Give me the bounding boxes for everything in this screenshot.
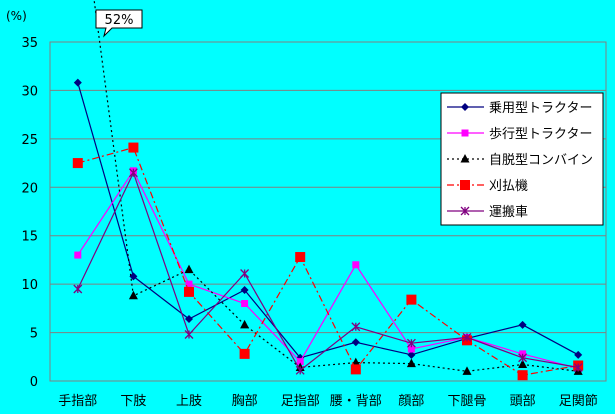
- y-axis: 0 5 10 15 20 25 30 35: [21, 36, 38, 390]
- y-tick-label: 5: [30, 327, 38, 342]
- x-tick-label: 下腿骨: [447, 394, 486, 409]
- legend-entry: 運搬車: [447, 205, 528, 220]
- y-tick-label: 35: [21, 36, 38, 51]
- data-point: [518, 359, 528, 369]
- callout-label: 52%: [105, 13, 134, 28]
- data-point: [351, 338, 360, 347]
- data-point: [517, 370, 528, 381]
- data-point: [185, 280, 193, 288]
- legend-label: 歩行型トラクター: [489, 127, 592, 142]
- series-line: [77, 171, 579, 372]
- x-tick-label: 上肢: [176, 393, 202, 409]
- data-point: [460, 206, 470, 216]
- data-point: [406, 338, 416, 348]
- data-point: [296, 358, 304, 366]
- data-point: [184, 330, 194, 339]
- data-point: [241, 300, 249, 308]
- y-tick-label: 10: [21, 278, 38, 293]
- legend-label: 刈払機: [489, 179, 528, 194]
- data-point: [461, 129, 469, 137]
- data-point: [407, 345, 415, 353]
- data-point: [128, 168, 138, 178]
- x-tick-label: 足関節: [559, 394, 598, 409]
- y-tick-label: 30: [21, 84, 38, 99]
- x-axis: 手指部 下肢 上肢 胸部 足指部 腰・背部 顔部 下腿骨 頭部 足関節: [58, 393, 597, 409]
- data-point: [240, 285, 249, 294]
- data-point: [72, 158, 83, 169]
- x-tick-label: 足指部: [281, 394, 320, 409]
- data-point: [462, 366, 472, 375]
- legend-entry: 刈払機: [447, 179, 528, 194]
- data-point: [406, 358, 416, 368]
- data-point: [407, 350, 416, 359]
- data-point: [240, 269, 250, 278]
- x-tick-label: 下肢: [120, 393, 146, 409]
- data-point: [462, 332, 472, 342]
- data-point: [518, 353, 528, 363]
- legend-entry: 乗用型トラクター: [447, 101, 592, 116]
- data-point: [406, 294, 417, 305]
- data-point: [239, 348, 250, 359]
- series-line: [77, 82, 579, 359]
- legend-label: 自脱型コンバイン: [489, 153, 593, 168]
- x-tick-label: 腰・背部: [330, 394, 382, 409]
- data-point: [184, 286, 194, 297]
- series-line: [77, 146, 579, 376]
- data-point: [73, 284, 83, 294]
- data-point: [74, 251, 82, 259]
- x-tick-label: 胸部: [232, 394, 258, 409]
- data-point: [460, 180, 470, 190]
- callout: 52%: [95, 9, 143, 38]
- y-unit-label: (%): [6, 9, 27, 23]
- series-group: [72, 0, 584, 381]
- data-point: [574, 350, 583, 359]
- data-point: [295, 252, 306, 263]
- data-point: [461, 103, 469, 111]
- data-point: [128, 290, 138, 300]
- data-point: [573, 362, 583, 372]
- x-tick-label: 頭部: [510, 394, 536, 409]
- data-point: [184, 264, 194, 274]
- legend-label: 乗用型トラクター: [489, 101, 592, 116]
- callout-box: [95, 9, 143, 38]
- y-tick-label: 0: [30, 375, 38, 390]
- series: [73, 168, 583, 375]
- data-point: [460, 154, 470, 163]
- x-tick-label: 手指部: [58, 394, 97, 409]
- legend-label: 運搬車: [489, 205, 528, 220]
- data-point: [185, 315, 193, 324]
- data-point: [518, 320, 527, 329]
- legend-entry: 自脱型コンバイン: [447, 153, 593, 168]
- x-tick-label: 顔部: [398, 394, 424, 409]
- legend-entry: 歩行型トラクター: [447, 127, 592, 142]
- series: [93, 0, 583, 375]
- data-point: [295, 365, 305, 375]
- data-point: [350, 364, 361, 375]
- data-point: [129, 272, 138, 281]
- data-point: [352, 261, 360, 269]
- y-tick-label: 15: [21, 230, 38, 245]
- data-point: [351, 322, 361, 332]
- y-tick-label: 25: [21, 133, 38, 148]
- data-point: [73, 78, 82, 87]
- y-tick-label: 20: [21, 181, 38, 196]
- data-point: [128, 142, 139, 153]
- data-point: [240, 319, 250, 329]
